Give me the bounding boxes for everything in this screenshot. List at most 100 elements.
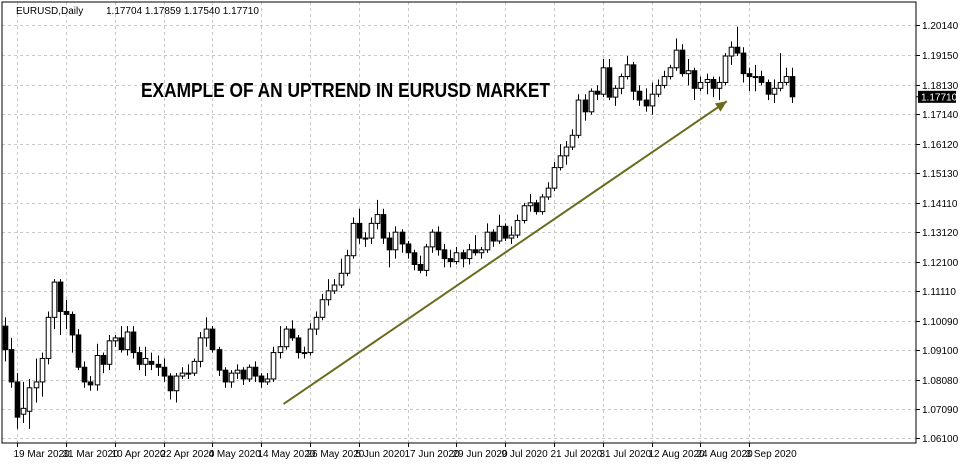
ohlc-readout: 1.17704 1.17859 1.17540 1.17710 — [106, 6, 259, 17]
candle-body-bear — [136, 352, 143, 365]
candle — [75, 329, 82, 371]
candle-body-bull — [51, 281, 58, 318]
candle — [606, 58, 613, 101]
candle-body-bull — [722, 55, 729, 83]
candle-body-bull — [106, 340, 113, 365]
candle-body-bear — [295, 337, 302, 354]
candle — [179, 367, 186, 379]
x-tick-label: 9 Jul 2020 — [502, 449, 549, 460]
candle-body-bear — [148, 360, 155, 365]
candle-body-bear — [209, 328, 216, 351]
candle — [618, 73, 625, 95]
candle — [710, 76, 717, 98]
candle-body-bear — [441, 249, 448, 260]
candle-body-bull — [697, 81, 704, 89]
candle — [521, 202, 528, 224]
price-axis[interactable]: 1.20140 1.19150 1.18130 1.17140 1.16120 1.151… — [916, 21, 959, 445]
chart-annotation: EXAMPLE OF AN UPTREND IN EURUSD MARKET — [141, 80, 550, 102]
candles — [2, 26, 796, 429]
candle-body-bull — [203, 328, 210, 339]
candle — [94, 343, 101, 391]
candle — [270, 346, 277, 382]
candle-body-bull — [277, 346, 284, 354]
candle-body-bull — [338, 272, 345, 286]
candle — [289, 320, 296, 341]
candle — [2, 317, 9, 362]
candle-body-bear — [740, 52, 747, 75]
candle — [447, 249, 454, 268]
x-tick-label: 22 Apr 2020 — [161, 449, 215, 460]
candle — [45, 311, 52, 365]
candle — [258, 373, 265, 388]
candle-body-bull — [142, 357, 149, 365]
candle-body-bull — [624, 64, 631, 78]
candle — [728, 41, 735, 65]
candle — [344, 249, 351, 277]
candle — [563, 141, 570, 165]
candle-body-bear — [679, 49, 686, 75]
candle-body-bear — [643, 99, 650, 107]
candle-body-bull — [124, 331, 131, 351]
y-tick-label: 1.09100 — [922, 346, 959, 357]
candle-body-bull — [466, 249, 473, 260]
candle — [136, 346, 143, 371]
candle-body-bull — [569, 134, 576, 148]
candle-body-bull — [344, 255, 351, 274]
candle — [649, 82, 656, 115]
candle-body-bull — [368, 222, 375, 239]
candle — [588, 88, 595, 115]
y-tick-label: 1.17140 — [922, 110, 959, 121]
candle-body-bear — [502, 225, 509, 239]
candle — [148, 352, 155, 371]
candle-body-bull — [521, 205, 528, 221]
y-tick-label: 1.07090 — [922, 405, 959, 416]
candle — [197, 332, 204, 368]
candle-body-bull — [301, 352, 308, 355]
candle-body-bull — [270, 352, 277, 380]
candle-body-bear — [75, 334, 82, 368]
candle — [87, 376, 94, 391]
symbol-title: EURUSD,Daily — [16, 6, 83, 17]
candle — [69, 311, 76, 353]
candle — [142, 346, 149, 377]
candle-body-bear — [87, 381, 94, 386]
candle — [630, 61, 637, 101]
x-tick-label: 31 Mar 2020 — [63, 449, 120, 460]
candle — [740, 47, 747, 83]
candle — [490, 229, 497, 247]
candle — [405, 240, 412, 259]
candle-body-bull — [197, 337, 204, 362]
candle-body-bear — [240, 369, 247, 380]
candle — [203, 317, 210, 347]
candle-body-bull — [575, 99, 582, 136]
candle — [63, 299, 70, 330]
candle — [277, 326, 284, 359]
candle — [331, 279, 338, 294]
candle — [453, 246, 460, 265]
x-tick-label: 12 Aug 2020 — [649, 449, 706, 460]
candle-body-bear — [405, 243, 412, 254]
candle — [539, 194, 546, 215]
candle — [100, 352, 107, 374]
candle — [514, 214, 521, 239]
candle-body-bull — [777, 81, 784, 89]
candle — [185, 364, 192, 379]
candle-body-bull — [649, 93, 656, 107]
x-tick-label: 3 Sep 2020 — [746, 449, 798, 460]
candle — [643, 88, 650, 112]
candle — [301, 346, 308, 359]
x-tick-label: 5 Jun 2020 — [356, 449, 406, 460]
x-tick-label: 24 Aug 2020 — [697, 449, 754, 460]
y-tick-label: 1.19150 — [922, 51, 959, 62]
candle — [228, 370, 235, 388]
candle — [319, 293, 326, 321]
candle-body-bull — [228, 372, 235, 383]
candle — [191, 358, 198, 377]
candle-body-bear — [636, 90, 643, 101]
candle — [545, 182, 552, 200]
candle-body-bull — [191, 360, 198, 374]
candle — [557, 144, 564, 171]
